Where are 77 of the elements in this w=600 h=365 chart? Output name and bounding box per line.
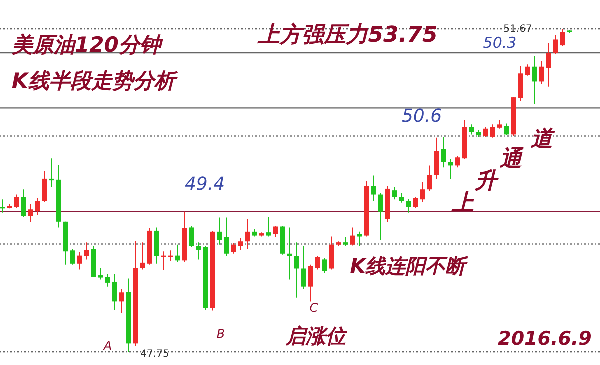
candlestick (196, 242, 202, 260)
annotation: 51.67 (504, 24, 532, 35)
candlestick (70, 248, 76, 266)
candlestick (350, 227, 356, 246)
candlestick (490, 124, 496, 138)
candlestick (344, 236, 348, 247)
candlestick (176, 244, 180, 263)
chart-title: 美原油120分钟 (11, 33, 164, 57)
annotation: A (102, 339, 112, 353)
annotation: 上 (451, 191, 475, 216)
candlestick (218, 217, 222, 246)
candlestick (232, 242, 236, 254)
annotation: 道 (531, 127, 556, 152)
candlestick (504, 123, 510, 136)
candlestick (358, 231, 362, 247)
candlestick (546, 42, 552, 88)
candlestick (238, 238, 244, 251)
candlestick (540, 60, 544, 85)
candlestick (420, 182, 426, 203)
annotation: 50.6 (402, 106, 442, 127)
annotation: B (216, 327, 226, 341)
candlestick (448, 158, 454, 180)
candlestick (484, 126, 488, 138)
candlestick (224, 217, 230, 257)
annotation: 上方强压力53.75 (257, 22, 438, 48)
annotation: 2016.6.9 (498, 328, 592, 350)
candlestick (400, 192, 404, 204)
candlestick (36, 198, 40, 216)
candlestick (526, 64, 530, 76)
annotation: C (310, 301, 319, 315)
annotation: 通 (499, 147, 524, 172)
candlestick (106, 274, 110, 288)
candlestick (442, 136, 446, 168)
candlestick (456, 156, 460, 168)
text: K线半段走势分析 (12, 69, 178, 93)
annotation: 50.3 (483, 34, 517, 52)
annotation: 启涨位 (285, 324, 348, 348)
candlestick (50, 158, 54, 188)
candlestick (414, 196, 418, 209)
candlestick (168, 250, 174, 262)
candlestick (294, 242, 300, 298)
candlestick (288, 227, 292, 280)
candlestick (246, 218, 250, 250)
candlestick (120, 288, 124, 314)
candlestick (308, 264, 314, 302)
candlestick (322, 258, 328, 274)
candlestick (78, 252, 82, 270)
candlestick (266, 216, 272, 238)
candlestick (98, 268, 104, 280)
candlestick (84, 242, 90, 260)
candlestick (0, 199, 6, 214)
candlestick (330, 236, 334, 270)
candlestick (470, 124, 474, 136)
annotation: K线连阳不断 (350, 254, 469, 278)
candlestick (532, 56, 538, 105)
annotation: 49.4 (184, 174, 226, 195)
candlestick (140, 242, 146, 270)
annotation: 47.75 (140, 349, 170, 360)
candlestick (560, 28, 566, 48)
candlestick (42, 171, 48, 203)
candlestick (406, 198, 412, 214)
candlestick (554, 35, 558, 54)
candlestick (274, 226, 278, 238)
annotation: 升 (474, 169, 500, 194)
candlestick (378, 192, 384, 240)
candlestick (302, 246, 306, 290)
candlestick (112, 274, 118, 311)
candlestick (316, 256, 320, 270)
candlestick (434, 137, 440, 180)
candlestick (28, 204, 34, 224)
candlestick (372, 175, 376, 202)
candlestick (428, 165, 432, 192)
candlestick (14, 194, 20, 209)
candlestick (162, 251, 166, 271)
candlestick (190, 226, 194, 248)
candlestick (22, 189, 26, 218)
candlestick (392, 186, 398, 200)
